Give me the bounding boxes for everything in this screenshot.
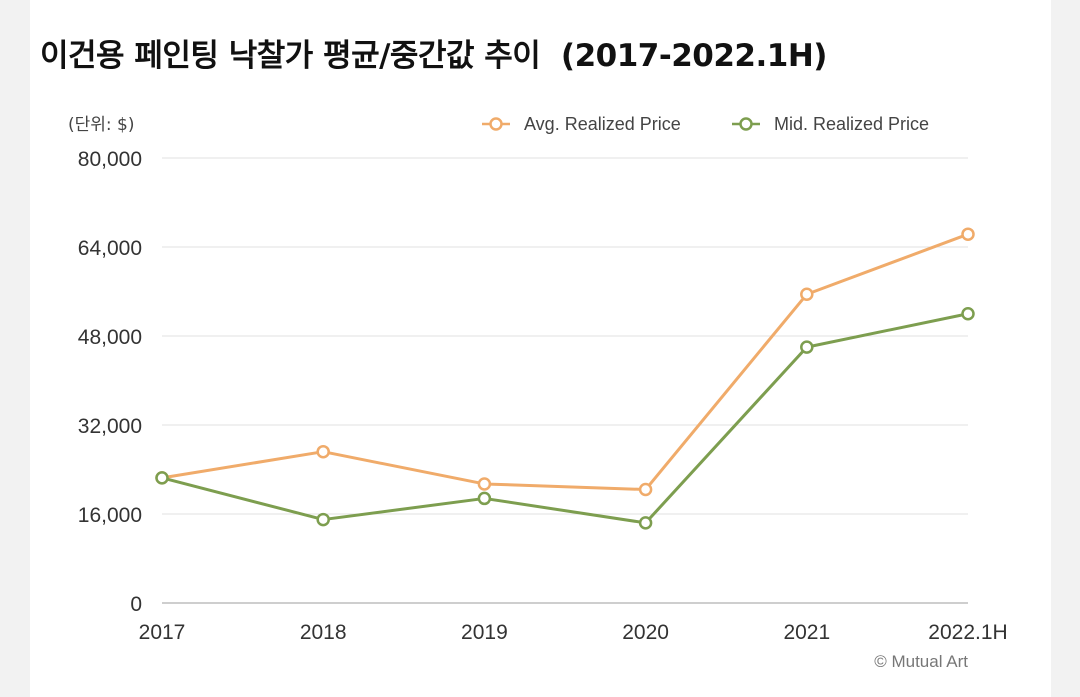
data-point <box>961 307 975 321</box>
data-point <box>316 444 330 459</box>
data-point <box>477 477 492 491</box>
y-tick-label: 64,000 <box>78 237 142 260</box>
x-tick-label: 2018 <box>300 621 347 644</box>
legend-swatch-marker <box>739 117 753 131</box>
x-tick-label: 2021 <box>783 621 830 644</box>
credit-label: © Mutual Art <box>874 652 968 671</box>
series-line <box>160 312 970 525</box>
legend-label: Avg. Realized Price <box>524 114 681 134</box>
gridlines <box>162 157 968 604</box>
x-tick-label: 2017 <box>139 621 186 644</box>
series-line <box>160 232 970 492</box>
data-point <box>477 491 492 506</box>
x-axis-ticks: 2017 2018 2019 2020 2021 2022.1H <box>139 621 1008 644</box>
x-tick-label: 2020 <box>622 621 669 644</box>
chart-title: 이건용 페인팅 낙찰가 평균/중간값 추이 (2017-2022.1H) <box>40 38 827 74</box>
y-tick-label: 80,000 <box>78 148 142 171</box>
chart-card <box>30 0 1051 697</box>
y-tick-label: 48,000 <box>78 326 142 349</box>
data-point <box>800 340 814 354</box>
unit-label: (단위: $) <box>68 115 135 135</box>
data-point <box>638 482 653 497</box>
legend: Avg. Realized Price Mid. Realized Price <box>482 114 929 134</box>
data-point <box>800 287 814 302</box>
y-axis-ticks: 0 16,000 32,000 48,000 64,000 80,000 <box>78 148 142 616</box>
y-tick-label: 32,000 <box>78 415 142 438</box>
data-point <box>638 516 653 530</box>
legend-label: Mid. Realized Price <box>774 114 929 134</box>
data-point <box>155 471 169 485</box>
y-tick-label: 0 <box>130 593 142 616</box>
series-lines <box>155 227 975 530</box>
x-tick-label: 2019 <box>461 621 508 644</box>
y-tick-label: 16,000 <box>78 504 142 527</box>
x-tick-label: 2022.1H <box>928 621 1007 644</box>
data-point <box>316 512 330 527</box>
legend-swatch-marker <box>489 117 503 131</box>
data-point <box>961 227 975 241</box>
